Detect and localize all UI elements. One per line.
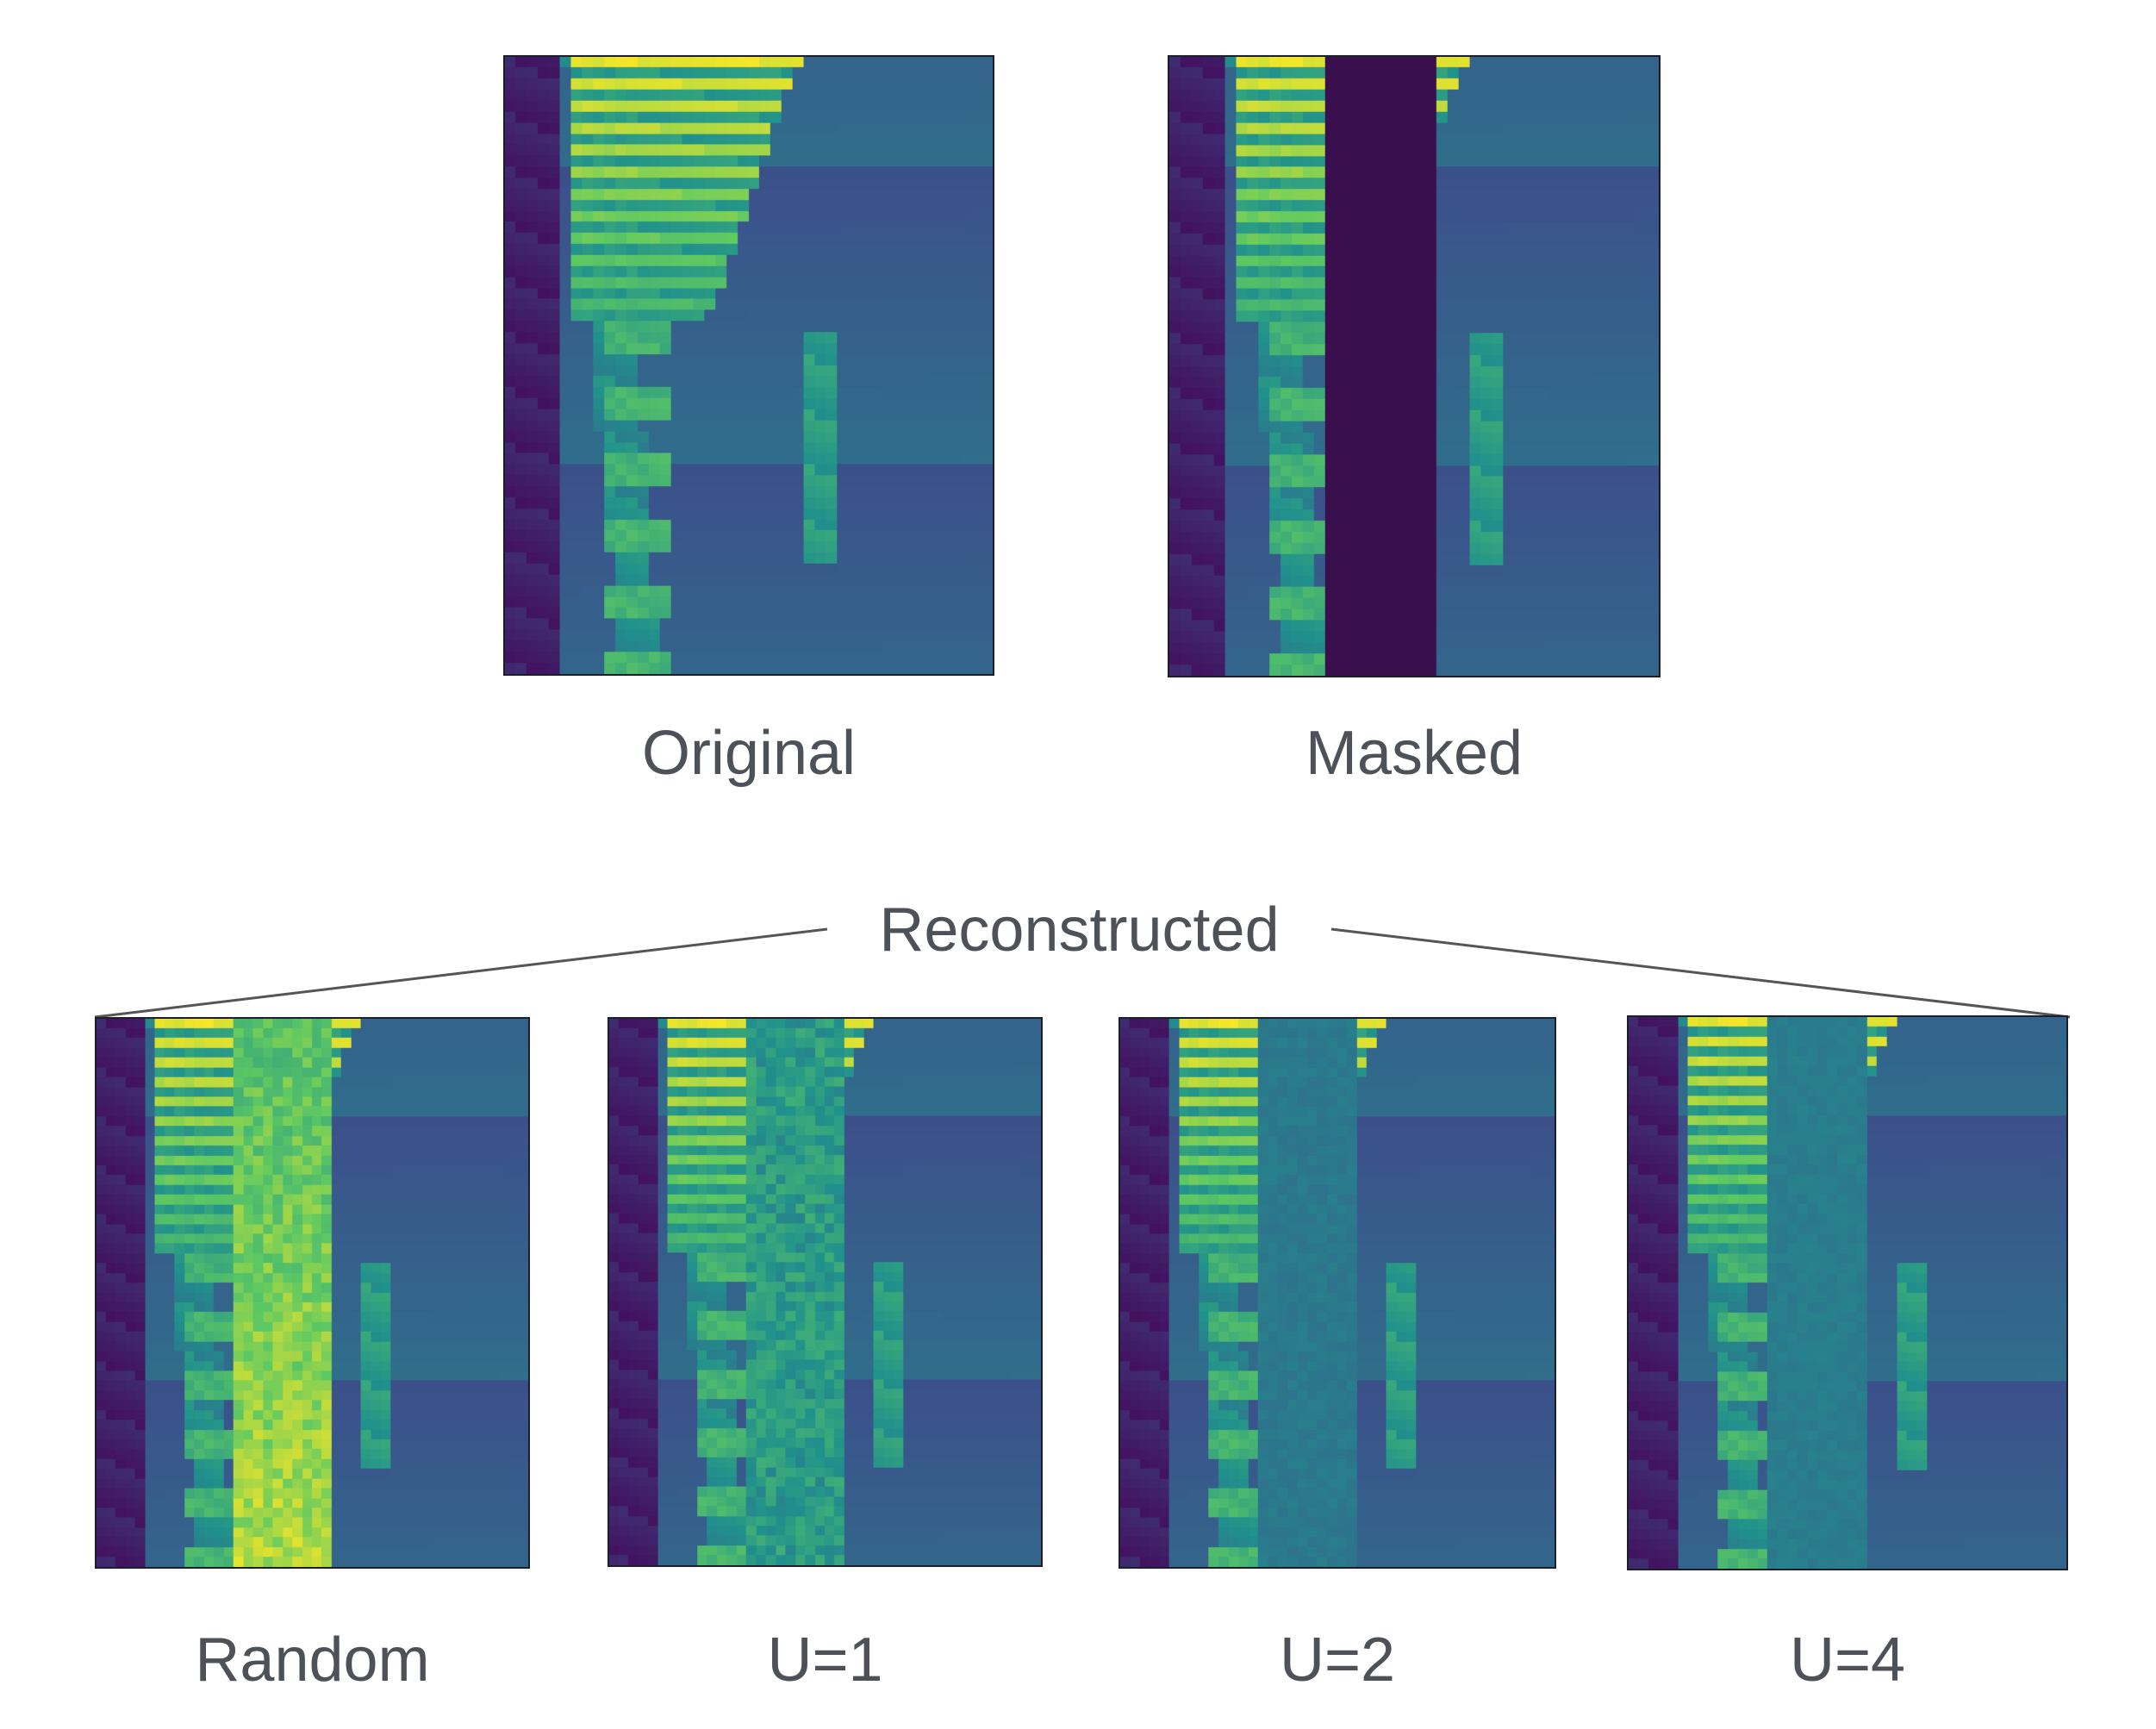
- caption-masked: Masked: [1305, 719, 1524, 788]
- spectrogram-u2: [1119, 1017, 1556, 1569]
- reconstructed-label: Reconstructed: [879, 896, 1280, 964]
- panel-original: [503, 55, 994, 676]
- caption-u1: U=1: [767, 1626, 883, 1695]
- spectrogram-u1: [608, 1017, 1043, 1567]
- spectrogram-u4: [1627, 1015, 2068, 1570]
- caption-original: Original: [641, 719, 857, 788]
- caption-u4: U=4: [1789, 1626, 1906, 1695]
- spectrogram-masked: [1168, 55, 1661, 677]
- panel-u4: [1627, 1015, 2068, 1570]
- panel-u1: [608, 1017, 1043, 1567]
- caption-u2: U=2: [1279, 1626, 1396, 1695]
- panel-random: [95, 1017, 530, 1569]
- brace-line-left: [94, 927, 828, 1019]
- spectrogram-original: [503, 55, 994, 676]
- panel-u2: [1119, 1017, 1556, 1569]
- panel-masked: [1168, 55, 1661, 677]
- brace-line-right: [1330, 927, 2071, 1019]
- spectrogram-random: [95, 1017, 530, 1569]
- caption-random: Random: [195, 1626, 430, 1695]
